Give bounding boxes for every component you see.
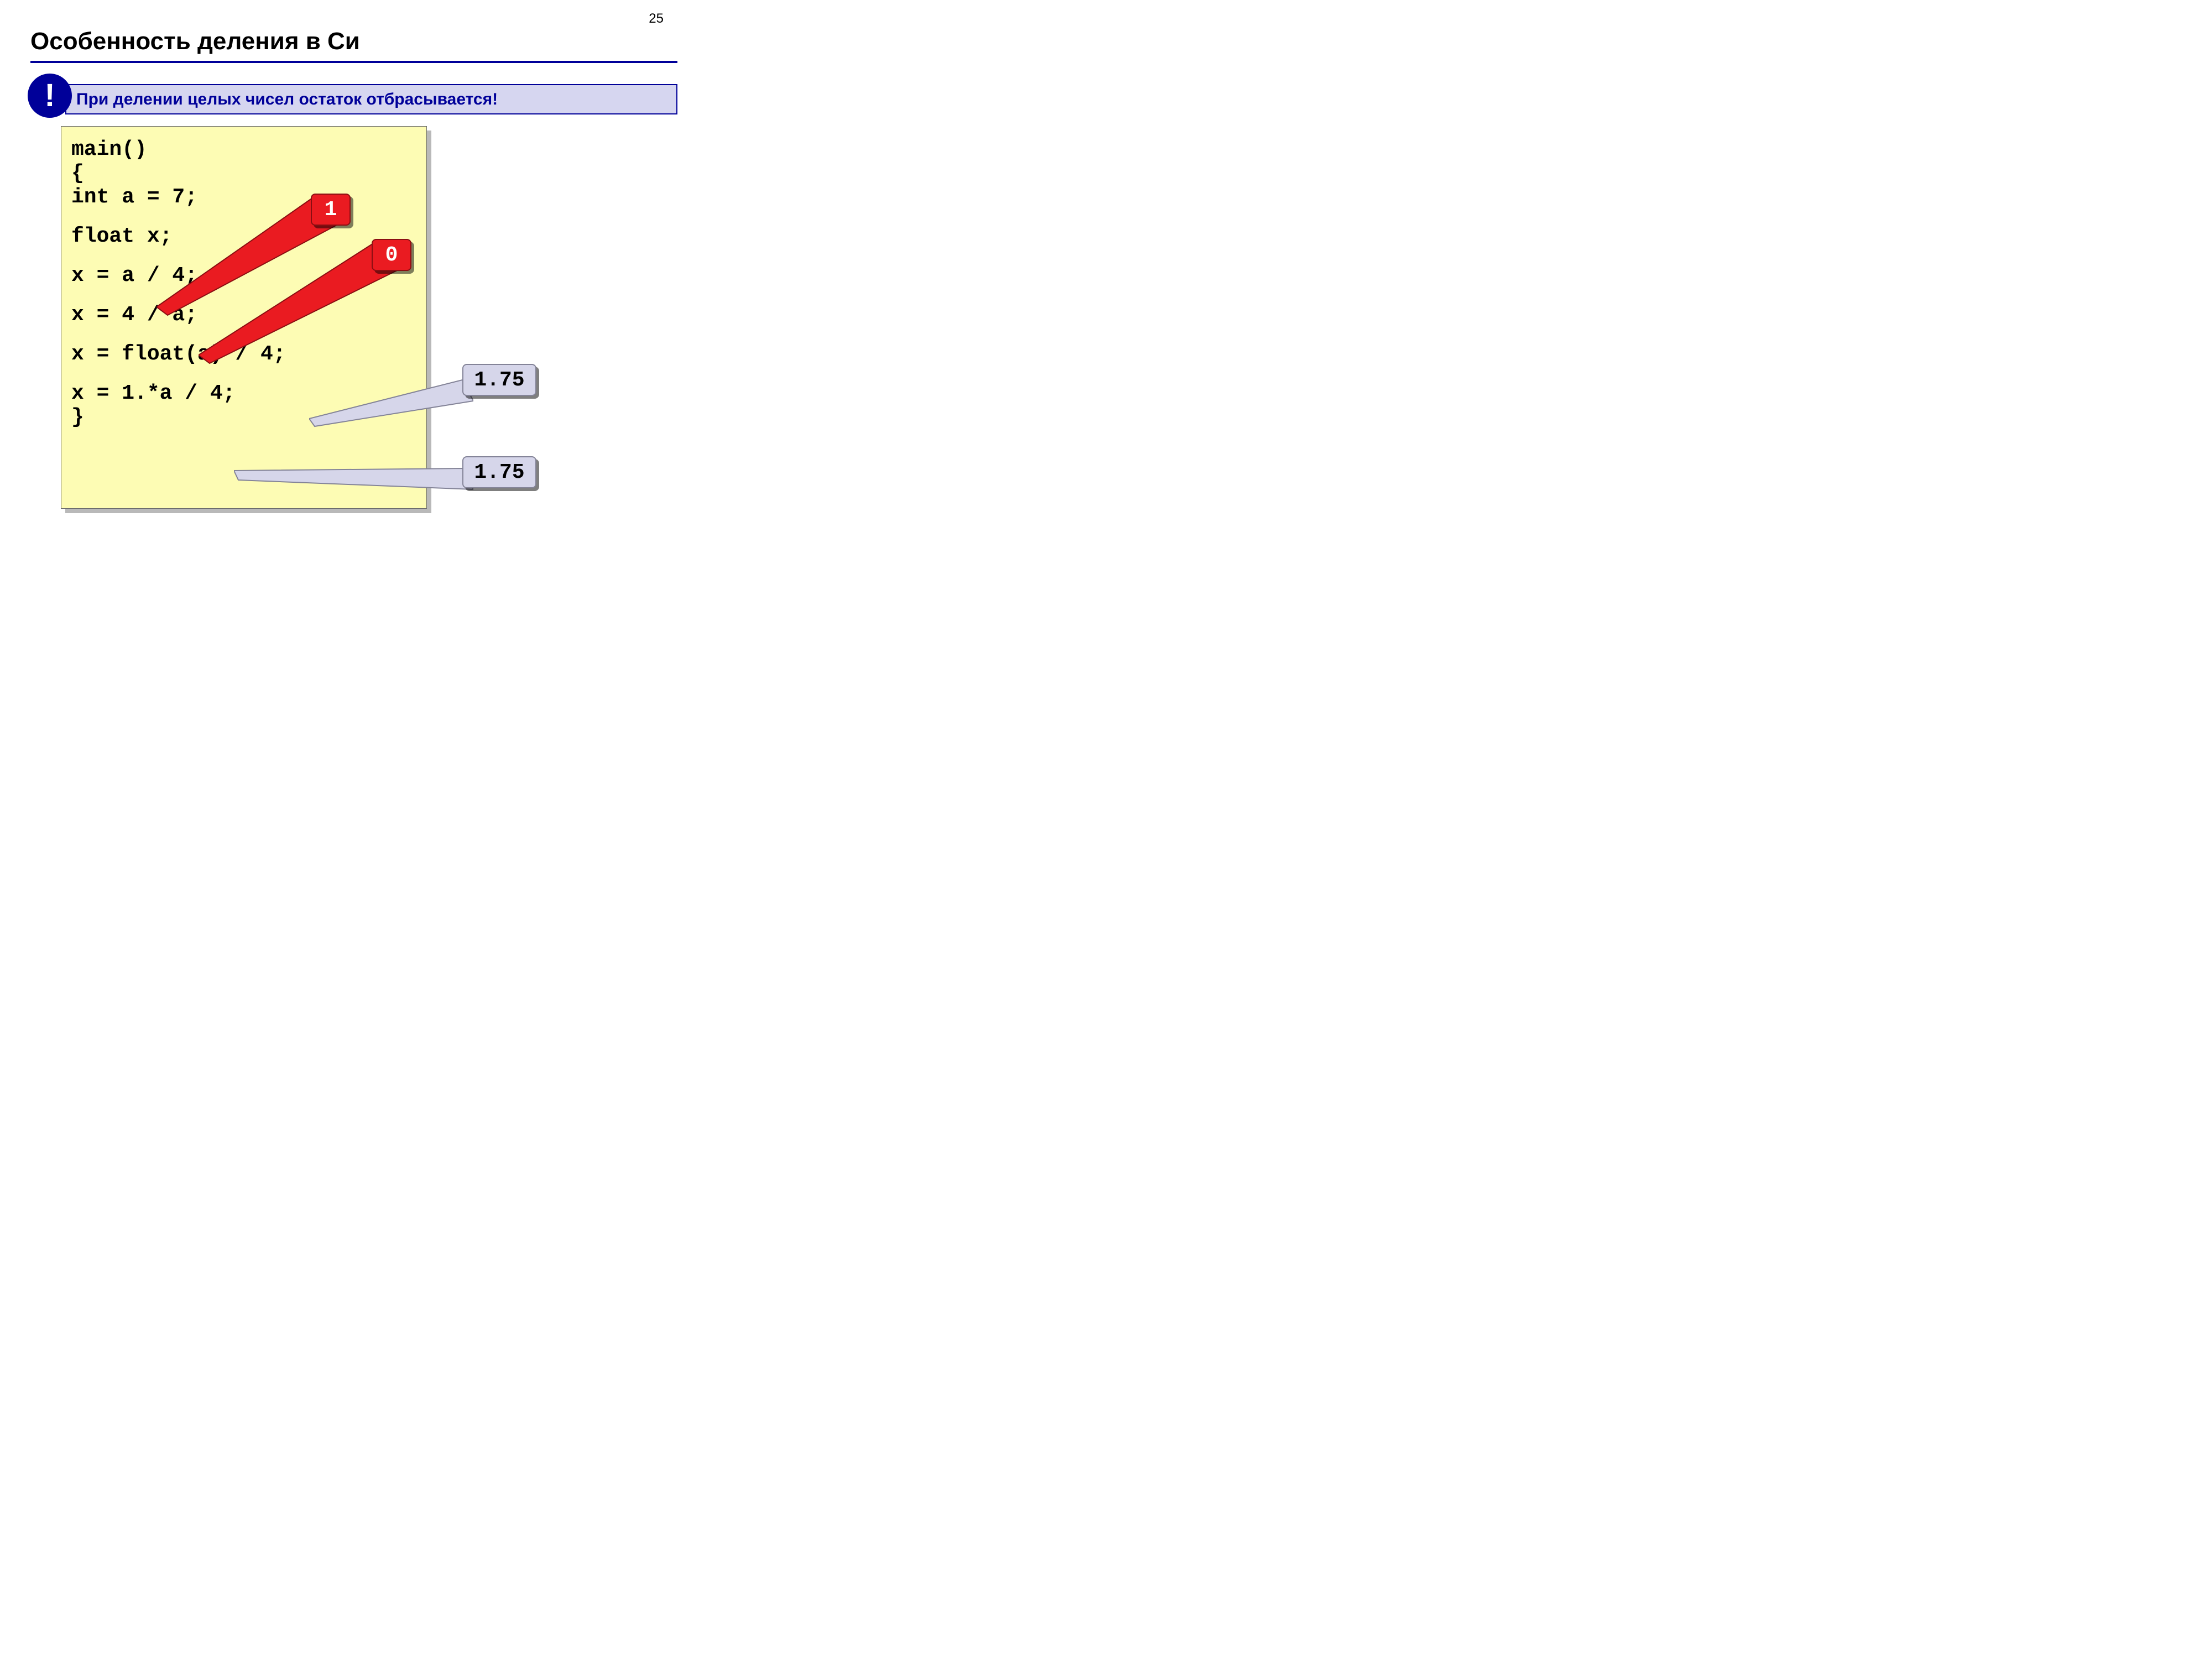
result-tag: 0 [372,239,411,271]
arrow-icon [234,465,473,492]
info-text: При делении целых чисел остаток отбрасыв… [76,90,498,109]
info-bar: При делении целых чисел остаток отбрасыв… [65,84,677,114]
code-line: main() [71,138,416,161]
code-line: { [71,161,416,185]
slide-title: Особенность деления в Си [30,28,360,55]
title-rule [30,61,677,63]
exclaim-icon: ! [28,74,72,118]
arrow-icon [309,377,473,430]
result-tag: 1.75 [462,456,536,488]
page-number: 25 [649,11,664,27]
slide: 25 Особенность деления в Си При делении … [0,0,708,531]
result-tag: 1 [311,194,351,226]
result-tag: 1.75 [462,364,536,396]
